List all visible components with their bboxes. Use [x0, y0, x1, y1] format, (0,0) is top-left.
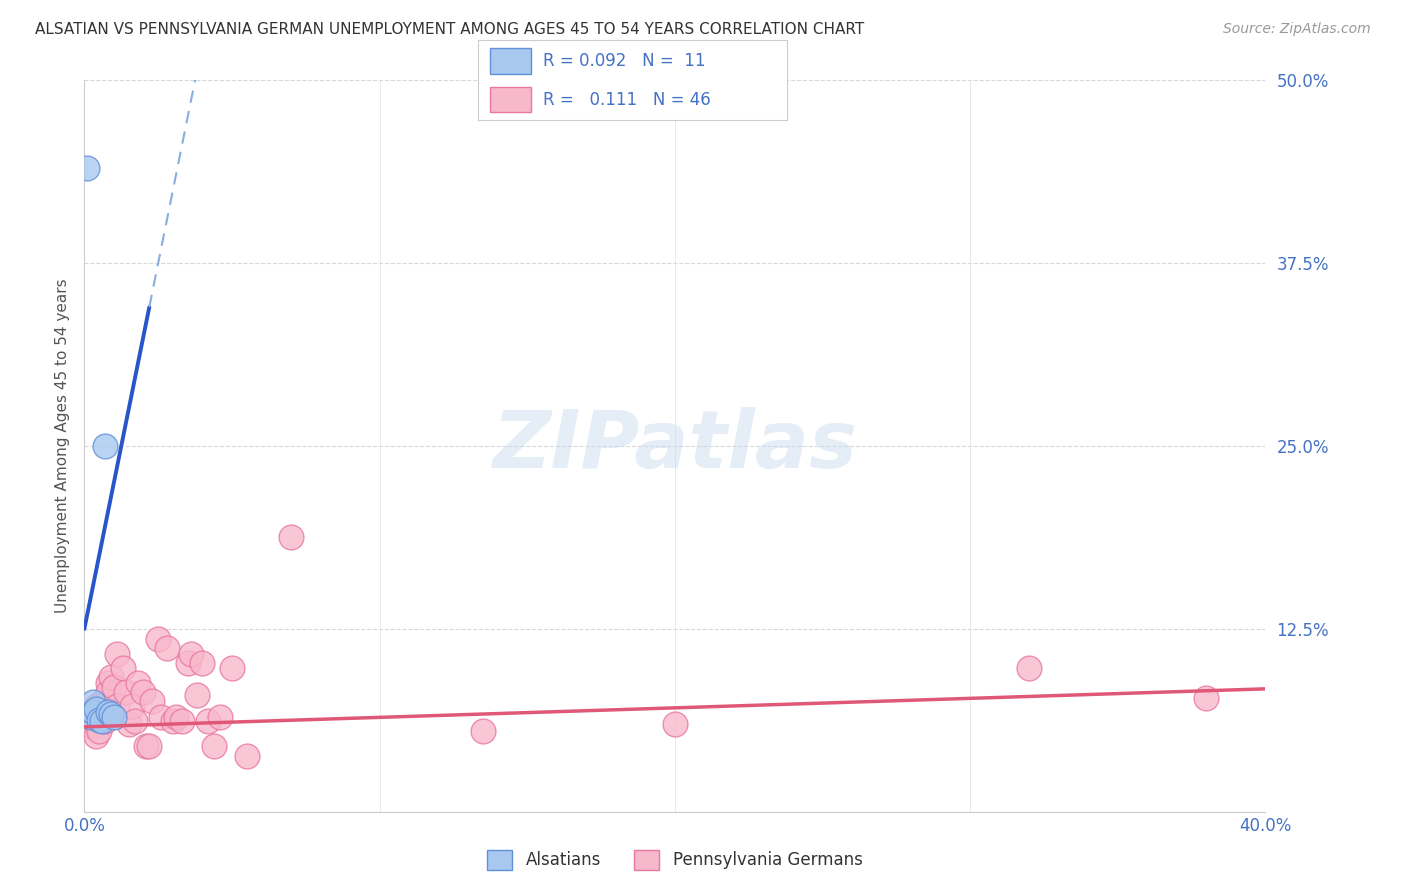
Point [105, 647, 128, 661]
Point [84, 699, 107, 714]
Point [94, 714, 117, 728]
Point [191, 656, 214, 670]
Point [94, 690, 117, 705]
Point [91, 714, 114, 728]
Point [177, 656, 200, 670]
Point [100, 706, 122, 721]
Point [111, 661, 134, 675]
Point [105, 699, 128, 714]
Point [79, 717, 101, 731]
Point [209, 709, 232, 723]
Point [97, 705, 120, 719]
Point [135, 739, 157, 753]
Point [150, 709, 173, 723]
Point [114, 685, 136, 699]
Point [91, 709, 114, 723]
Point [124, 714, 146, 728]
Point [202, 739, 225, 753]
Point [103, 681, 125, 695]
Point [84, 702, 107, 716]
Point [1195, 690, 1218, 705]
Bar [491, 87, 530, 112]
Point [103, 709, 125, 723]
Point [82, 695, 104, 709]
Point [156, 640, 179, 655]
Point [1018, 661, 1040, 675]
Point [97, 685, 120, 699]
Point [197, 714, 219, 728]
Point [121, 699, 143, 714]
Text: Source: ZipAtlas.com: Source: ZipAtlas.com [1223, 22, 1371, 37]
Text: R =   0.111   N = 46: R = 0.111 N = 46 [543, 91, 711, 109]
Point [138, 739, 160, 753]
Point [76, 161, 98, 175]
Y-axis label: Unemployment Among Ages 45 to 54 years: Unemployment Among Ages 45 to 54 years [55, 278, 70, 614]
Point [87, 724, 111, 739]
Point [97, 676, 120, 690]
Point [165, 709, 187, 723]
Point [84, 729, 107, 743]
Bar [491, 48, 530, 74]
Point [170, 714, 193, 728]
Legend: Alsatians, Pennsylvania Germans: Alsatians, Pennsylvania Germans [481, 843, 869, 877]
Point [280, 530, 302, 544]
Point [148, 632, 170, 646]
Point [94, 439, 117, 453]
Point [186, 688, 208, 702]
Point [118, 717, 141, 731]
Point [76, 717, 98, 731]
Point [235, 749, 259, 764]
Point [162, 714, 184, 728]
Point [141, 693, 163, 707]
Text: ZIPatlas: ZIPatlas [492, 407, 858, 485]
Point [82, 720, 104, 734]
Text: R = 0.092   N =  11: R = 0.092 N = 11 [543, 52, 706, 70]
Point [127, 676, 149, 690]
Point [180, 647, 202, 661]
Point [79, 709, 101, 723]
Text: ALSATIAN VS PENNSYLVANIA GERMAN UNEMPLOYMENT AMONG AGES 45 TO 54 YEARS CORRELATI: ALSATIAN VS PENNSYLVANIA GERMAN UNEMPLOY… [35, 22, 865, 37]
Point [87, 713, 111, 727]
Point [221, 661, 243, 675]
Point [100, 670, 122, 684]
Point [82, 705, 104, 719]
Point [664, 717, 686, 731]
Point [82, 705, 104, 719]
Point [132, 685, 155, 699]
Point [472, 724, 495, 739]
